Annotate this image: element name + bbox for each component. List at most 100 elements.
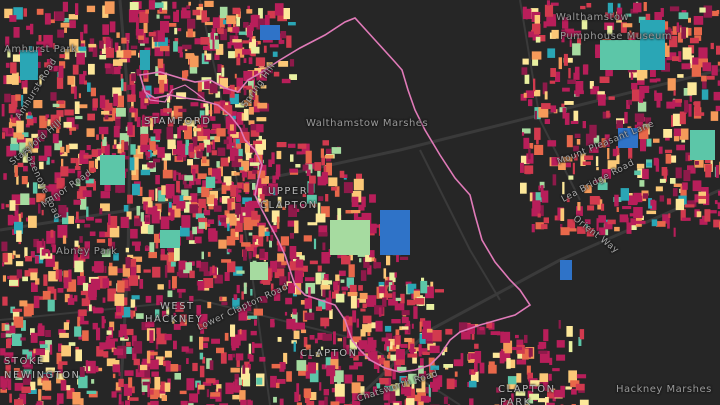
building xyxy=(150,136,160,142)
building xyxy=(106,358,116,367)
building xyxy=(38,389,42,401)
building xyxy=(39,115,47,129)
building xyxy=(109,321,115,331)
building xyxy=(144,98,149,104)
building xyxy=(243,249,247,261)
building xyxy=(641,168,649,180)
building xyxy=(38,296,44,300)
building xyxy=(620,22,627,33)
building xyxy=(409,348,416,352)
building xyxy=(5,36,10,47)
building xyxy=(282,206,286,210)
building xyxy=(204,205,207,211)
building xyxy=(318,196,324,201)
building xyxy=(227,42,232,49)
building xyxy=(384,325,392,332)
building xyxy=(252,169,261,174)
building xyxy=(3,358,9,363)
building xyxy=(2,296,8,306)
building xyxy=(185,348,194,354)
building xyxy=(568,341,573,353)
building xyxy=(33,238,39,248)
building xyxy=(445,328,453,335)
building xyxy=(239,166,244,171)
building xyxy=(58,205,67,218)
building xyxy=(643,2,647,12)
building xyxy=(124,328,134,336)
building xyxy=(39,75,42,85)
building xyxy=(78,375,88,389)
building xyxy=(212,39,215,51)
building xyxy=(379,377,389,385)
building xyxy=(128,377,133,388)
building xyxy=(567,228,577,232)
building xyxy=(144,115,154,127)
building xyxy=(288,22,296,26)
building xyxy=(131,73,136,82)
building xyxy=(357,375,364,382)
building xyxy=(54,140,63,151)
building xyxy=(108,213,111,225)
building xyxy=(21,95,24,107)
building xyxy=(253,238,257,242)
building xyxy=(707,210,717,214)
building xyxy=(695,161,699,165)
building xyxy=(522,58,529,65)
building xyxy=(208,116,216,121)
building xyxy=(102,297,106,303)
building xyxy=(595,156,599,167)
building xyxy=(120,337,129,341)
building xyxy=(507,376,517,388)
building xyxy=(62,212,69,225)
building xyxy=(5,62,10,68)
building xyxy=(130,228,138,239)
building xyxy=(22,359,31,367)
building xyxy=(157,9,168,14)
building xyxy=(631,89,640,102)
building xyxy=(236,17,240,27)
building xyxy=(106,330,112,335)
building xyxy=(234,379,238,389)
building xyxy=(367,337,374,350)
building xyxy=(92,322,98,330)
building xyxy=(51,188,61,201)
building xyxy=(630,70,634,80)
building xyxy=(395,383,400,396)
building xyxy=(232,394,241,400)
building xyxy=(353,362,363,367)
building xyxy=(525,399,534,404)
building xyxy=(45,115,48,121)
building xyxy=(167,118,174,127)
building xyxy=(524,347,533,357)
building xyxy=(704,209,711,222)
building xyxy=(106,336,110,344)
building xyxy=(60,166,69,177)
building xyxy=(362,303,367,308)
building xyxy=(13,7,23,20)
building xyxy=(51,159,55,164)
building xyxy=(702,62,712,72)
building xyxy=(235,220,243,232)
building xyxy=(474,351,482,364)
building xyxy=(330,220,370,255)
building xyxy=(184,175,194,181)
building xyxy=(255,144,264,155)
building xyxy=(474,361,478,372)
building xyxy=(544,91,548,100)
building xyxy=(276,150,282,160)
building xyxy=(84,80,87,85)
building xyxy=(672,188,678,197)
building xyxy=(167,139,176,150)
building xyxy=(7,127,13,134)
building xyxy=(59,61,66,69)
building xyxy=(121,49,132,58)
building xyxy=(185,145,189,155)
building xyxy=(33,348,37,354)
building xyxy=(35,255,39,264)
building xyxy=(121,307,131,318)
building xyxy=(317,202,321,216)
building xyxy=(270,319,275,328)
building xyxy=(120,216,129,228)
building xyxy=(13,27,20,38)
